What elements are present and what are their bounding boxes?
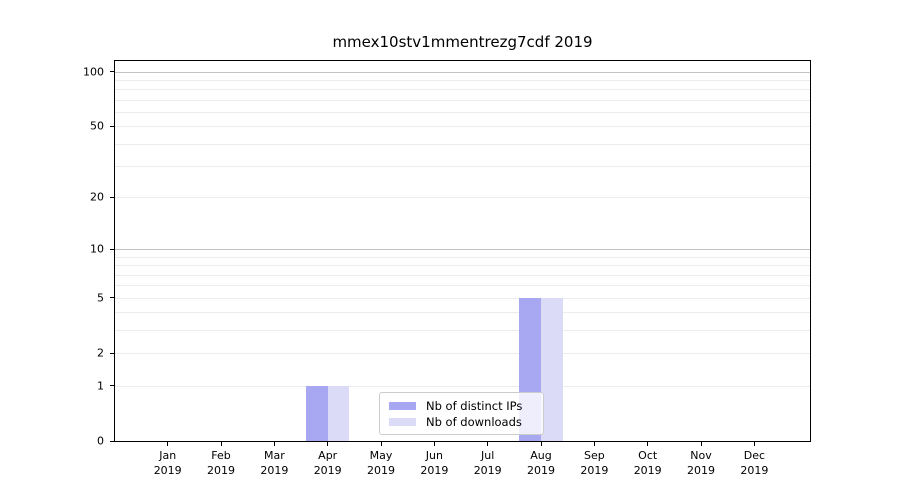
x-tick-mark: [220, 442, 222, 446]
y-tick-mark: [110, 297, 114, 299]
bar-distinct-ips-apr: [306, 385, 328, 441]
x-tick-mark: [540, 442, 542, 446]
x-tick-mark: [487, 442, 489, 446]
y-tick-mark: [110, 352, 114, 354]
y-tick-label: 0: [97, 434, 104, 448]
legend-item-distinct-ips: Nb of distinct IPs: [389, 398, 534, 414]
chart-title: mmex10stv1mmentrezg7cdf 2019: [332, 33, 593, 51]
x-tick-label: Feb 2019: [207, 449, 235, 477]
gridline: [115, 79, 810, 81]
x-tick-label: Nov 2019: [687, 449, 715, 477]
x-tick-label: Jun 2019: [420, 449, 449, 477]
x-tick-mark: [273, 442, 275, 446]
gridline: [115, 312, 810, 314]
x-tick-mark: [753, 442, 755, 446]
x-tick-mark: [593, 442, 595, 446]
x-tick-mark: [327, 442, 329, 446]
y-tick-mark: [110, 125, 114, 127]
plot-area: Nb of distinct IPs Nb of downloads: [114, 60, 811, 442]
gridline: [115, 249, 810, 251]
gridline: [115, 143, 810, 145]
gridline: [115, 256, 810, 258]
y-tick-label: 1: [97, 379, 104, 392]
x-tick-label: Oct 2019: [633, 449, 662, 477]
gridline: [115, 166, 810, 168]
x-tick-mark: [700, 442, 702, 446]
x-tick-label: Jan 2019: [153, 449, 182, 477]
x-tick-mark: [433, 442, 435, 446]
x-tick-label: Mar 2019: [260, 449, 289, 477]
x-tick-label: Sep 2019: [580, 449, 609, 477]
gridline: [115, 385, 810, 387]
y-tick-mark: [110, 440, 114, 442]
gridline: [115, 297, 810, 299]
x-tick-label: Jul 2019: [473, 449, 502, 477]
gridline: [115, 112, 810, 113]
gridline: [115, 99, 810, 101]
y-tick-label: 5: [97, 291, 104, 305]
legend-swatch-distinct-ips: [389, 402, 416, 410]
x-tick-label: May 2019: [367, 449, 395, 477]
y-tick-mark: [110, 196, 114, 198]
bar-downloads-aug: [541, 297, 563, 441]
gridline: [115, 71, 810, 73]
legend-label-distinct-ips: Nb of distinct IPs: [426, 399, 523, 413]
gridline: [115, 126, 810, 128]
y-tick-mark: [110, 71, 114, 73]
legend-swatch-downloads: [389, 418, 416, 426]
legend-item-downloads: Nb of downloads: [389, 414, 534, 430]
legend: Nb of distinct IPs Nb of downloads: [379, 392, 544, 435]
y-tick-label: 2: [97, 346, 104, 360]
x-tick-mark: [380, 442, 382, 446]
y-tick-label: 10: [90, 242, 104, 256]
gridline: [115, 197, 810, 199]
gridline: [115, 265, 810, 267]
y-tick-mark: [110, 385, 114, 386]
gridline: [115, 330, 810, 331]
legend-label-downloads: Nb of downloads: [426, 415, 522, 429]
gridline: [115, 353, 810, 355]
gridline: [115, 89, 810, 91]
gridline: [115, 274, 810, 276]
x-tick-label: Dec 2019: [740, 449, 769, 477]
y-tick-label: 50: [90, 119, 104, 133]
bar-downloads-apr: [327, 385, 350, 441]
x-tick-mark: [167, 442, 169, 446]
x-tick-mark: [647, 442, 649, 446]
y-tick-label: 100: [83, 65, 104, 79]
y-tick-mark: [110, 248, 114, 250]
y-tick-label: 20: [90, 190, 104, 204]
x-tick-label: Aug 2019: [527, 449, 555, 477]
x-tick-label: Apr 2019: [313, 449, 342, 477]
gridline: [115, 285, 810, 287]
